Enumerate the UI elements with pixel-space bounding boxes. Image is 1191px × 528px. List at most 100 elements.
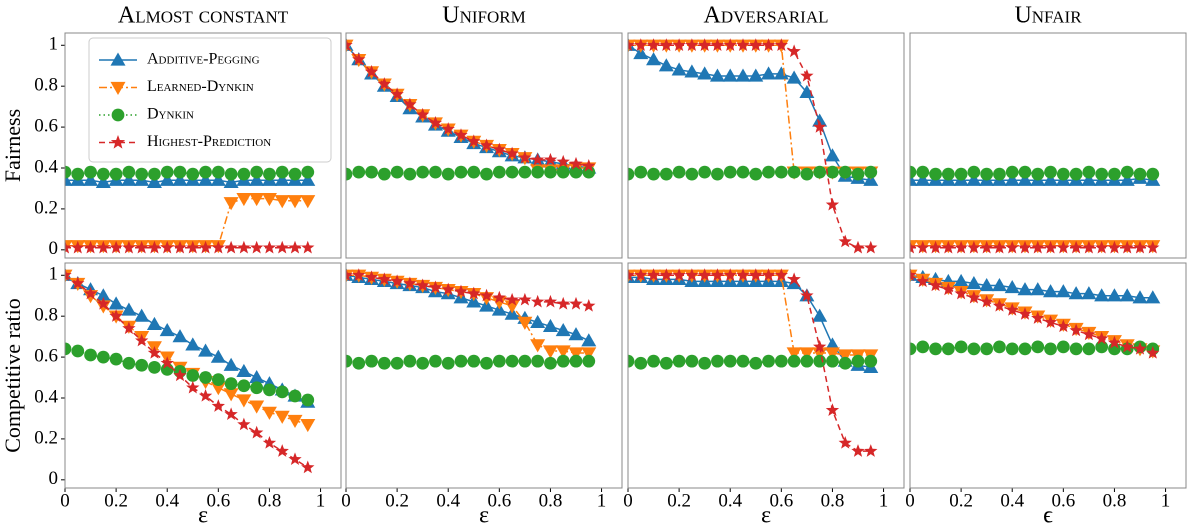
data-point xyxy=(1146,346,1160,359)
data-point xyxy=(135,358,149,372)
data-point xyxy=(108,296,124,310)
data-point xyxy=(210,382,226,396)
data-point xyxy=(261,406,277,420)
data-point xyxy=(812,308,828,322)
data-point xyxy=(198,388,213,402)
data-point xyxy=(416,278,430,292)
data-point xyxy=(71,167,85,181)
plot-area xyxy=(628,268,879,457)
data-point xyxy=(1056,240,1070,254)
axes-frame xyxy=(909,262,1187,489)
data-point xyxy=(199,371,212,384)
x-tick-label: 0.4 xyxy=(155,490,179,511)
data-point xyxy=(838,234,852,248)
data-point xyxy=(659,167,673,181)
x-tick-label: 1 xyxy=(1161,490,1171,511)
data-point xyxy=(991,278,1007,292)
data-point xyxy=(479,288,494,302)
data-point xyxy=(941,167,955,181)
data-point xyxy=(301,460,315,474)
y-tick-label: 1 xyxy=(49,264,59,285)
data-point xyxy=(1056,167,1070,181)
data-point xyxy=(634,38,648,51)
data-point xyxy=(403,97,417,111)
x-tick-label: 0.8 xyxy=(539,490,563,511)
data-point xyxy=(531,354,545,368)
y-axis-label: Competitive ratio xyxy=(0,298,25,453)
data-point xyxy=(929,342,942,356)
data-point xyxy=(774,354,788,368)
data-point xyxy=(761,268,776,281)
legend-label: Additive-Pegging xyxy=(147,51,260,68)
data-point xyxy=(646,268,661,281)
legend-marker xyxy=(110,135,126,149)
data-point xyxy=(1031,340,1045,354)
data-point xyxy=(198,343,214,357)
data-point xyxy=(824,337,840,351)
data-point xyxy=(403,167,417,181)
data-point xyxy=(910,240,917,254)
legend-marker xyxy=(110,81,126,95)
data-point xyxy=(186,167,200,181)
data-point xyxy=(275,165,289,179)
data-point xyxy=(556,154,570,168)
data-point xyxy=(287,414,303,428)
data-point xyxy=(377,77,391,90)
data-point xyxy=(1004,280,1020,294)
data-point xyxy=(352,52,366,66)
data-point xyxy=(199,165,212,179)
data-point xyxy=(454,284,468,298)
data-point xyxy=(224,240,238,254)
data-point xyxy=(390,87,404,101)
data-point xyxy=(647,167,660,181)
data-point xyxy=(416,107,430,121)
data-point xyxy=(544,356,557,370)
data-point xyxy=(582,354,596,368)
data-point xyxy=(1146,167,1160,181)
x-tick-label: 1 xyxy=(597,490,607,511)
plot-area xyxy=(628,37,879,254)
data-point xyxy=(723,268,737,281)
legend-marker xyxy=(110,52,126,66)
plot-area xyxy=(910,267,1161,359)
data-point xyxy=(186,369,200,382)
data-point xyxy=(698,165,712,179)
data-point xyxy=(346,167,353,181)
data-point xyxy=(711,167,724,181)
data-point xyxy=(774,268,788,281)
data-point xyxy=(628,268,635,281)
data-point xyxy=(1043,240,1058,254)
legend-label: Highest-Prediction xyxy=(147,133,271,150)
data-point xyxy=(441,122,455,135)
data-point xyxy=(84,165,97,179)
data-point xyxy=(646,38,661,51)
data-point xyxy=(95,288,111,302)
data-point xyxy=(543,152,558,166)
data-point xyxy=(916,274,930,288)
data-point xyxy=(288,389,302,403)
data-point xyxy=(504,300,520,314)
data-point xyxy=(685,38,699,51)
x-tick-label: 0.2 xyxy=(385,490,409,511)
data-point xyxy=(83,240,98,254)
data-point xyxy=(910,165,917,179)
data-point xyxy=(135,167,149,181)
x-axis-label: ε xyxy=(761,503,771,528)
data-point xyxy=(980,240,994,254)
data-point xyxy=(967,342,981,356)
axes-frame xyxy=(345,262,623,489)
data-point xyxy=(685,167,699,181)
data-point xyxy=(480,356,493,370)
data-point xyxy=(1106,288,1122,302)
data-point xyxy=(135,333,149,347)
data-point xyxy=(1069,167,1083,181)
data-point xyxy=(223,197,239,211)
data-point xyxy=(1082,240,1096,254)
data-point xyxy=(568,327,584,341)
data-point xyxy=(530,339,546,353)
axes-frame xyxy=(627,262,905,489)
data-point xyxy=(556,165,570,179)
data-point xyxy=(864,444,878,457)
data-point xyxy=(416,356,430,370)
